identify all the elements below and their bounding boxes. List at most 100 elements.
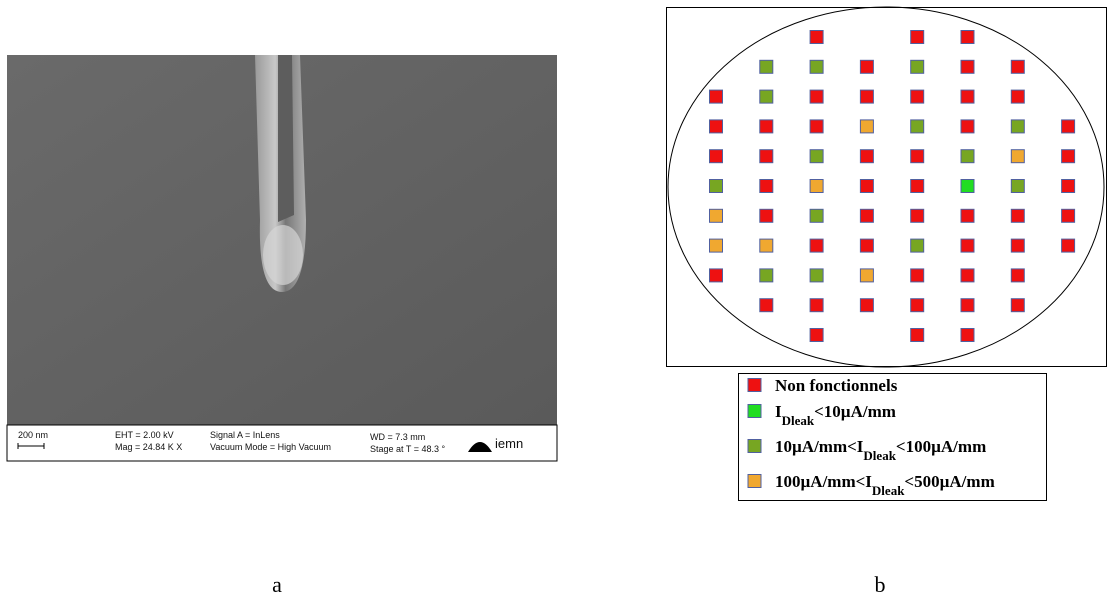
legend-text: <10µA/mm xyxy=(814,402,896,421)
die xyxy=(910,328,925,342)
die xyxy=(809,149,824,164)
legend-label: 10µA/mm<IDleak<100µA/mm xyxy=(775,437,986,463)
legend-swatch xyxy=(747,439,762,453)
die xyxy=(859,208,874,223)
die xyxy=(910,59,925,74)
die xyxy=(709,149,723,164)
caption: b xyxy=(875,572,886,597)
die xyxy=(1010,119,1025,134)
die xyxy=(960,179,975,193)
legend-text: Non fonctionnels xyxy=(775,376,898,395)
legend: Non fonctionnelsIDleak<10µA/mm10µA/mm<ID… xyxy=(747,376,995,498)
die xyxy=(1061,208,1076,223)
subscript: Dleak xyxy=(782,413,815,428)
die xyxy=(960,149,975,164)
die xyxy=(1061,238,1076,253)
die xyxy=(1010,238,1025,253)
die xyxy=(759,268,774,283)
sem-groove xyxy=(278,55,294,222)
wafer-frame xyxy=(666,7,1107,367)
die xyxy=(960,328,975,342)
scale-label: 200 nm xyxy=(18,430,48,440)
die xyxy=(859,149,874,164)
die xyxy=(759,238,774,253)
die xyxy=(910,179,925,193)
die xyxy=(759,149,774,164)
die xyxy=(910,298,925,313)
legend-label: Non fonctionnels xyxy=(775,376,898,395)
die xyxy=(1061,179,1076,193)
die xyxy=(759,298,774,313)
die xyxy=(809,268,824,283)
die xyxy=(859,238,874,253)
die xyxy=(960,119,975,134)
die xyxy=(809,59,824,74)
legend-text: I xyxy=(775,402,782,421)
die xyxy=(709,268,723,283)
mag: Mag = 24.84 K X xyxy=(115,442,182,452)
die xyxy=(809,208,824,223)
die xyxy=(910,208,925,223)
die xyxy=(960,30,975,44)
die xyxy=(859,298,874,313)
die-map xyxy=(709,30,1076,342)
legend-label: 100µA/mm<IDleak<500µA/mm xyxy=(775,472,995,498)
sem-tip xyxy=(263,225,303,285)
die xyxy=(910,30,925,44)
die xyxy=(1010,208,1025,223)
die xyxy=(960,298,975,313)
die xyxy=(1010,298,1025,313)
legend-text: 10µA/mm<I xyxy=(775,437,864,456)
die xyxy=(759,119,774,134)
die xyxy=(859,119,874,134)
die xyxy=(960,208,975,223)
die xyxy=(809,179,824,193)
die xyxy=(960,238,975,253)
die xyxy=(759,179,774,193)
die xyxy=(809,328,824,342)
die xyxy=(759,59,774,74)
legend-box xyxy=(738,373,1047,501)
die xyxy=(1010,268,1025,283)
legend-swatch xyxy=(747,378,762,392)
legend-swatch xyxy=(747,404,762,418)
sem-info-bar xyxy=(6,424,558,462)
die xyxy=(1061,149,1076,164)
stage: Stage at T = 48.3 ° xyxy=(370,444,445,454)
legend-text: 100µA/mm<I xyxy=(775,472,872,491)
subscript: Dleak xyxy=(872,483,905,498)
sem-image: 200 nm EHT = 2.00 kV Mag = 24.84 K X Sig… xyxy=(6,55,558,462)
legend-swatch xyxy=(747,474,762,488)
caption: a xyxy=(272,572,282,597)
eht: EHT = 2.00 kV xyxy=(115,430,174,440)
subscript: Dleak xyxy=(863,448,896,463)
die xyxy=(859,89,874,104)
die xyxy=(809,119,824,134)
die xyxy=(859,268,874,283)
die xyxy=(809,238,824,253)
die xyxy=(910,268,925,283)
die xyxy=(809,30,824,44)
die xyxy=(960,59,975,74)
die xyxy=(809,89,824,104)
die xyxy=(910,238,925,253)
logo: iemn xyxy=(495,436,523,451)
die xyxy=(709,119,723,134)
die xyxy=(910,119,925,134)
legend-label: IDleak<10µA/mm xyxy=(775,402,896,428)
die xyxy=(1010,149,1025,164)
die xyxy=(709,208,723,223)
logo-mark xyxy=(468,442,492,452)
die xyxy=(1010,89,1025,104)
die xyxy=(709,179,723,193)
die xyxy=(759,208,774,223)
die xyxy=(759,89,774,104)
die xyxy=(1010,59,1025,74)
die xyxy=(709,89,723,104)
wd: WD = 7.3 mm xyxy=(370,432,425,442)
legend-text: <100µA/mm xyxy=(896,437,986,456)
die xyxy=(809,298,824,313)
vacuum: Vacuum Mode = High Vacuum xyxy=(210,442,331,452)
die xyxy=(960,89,975,104)
